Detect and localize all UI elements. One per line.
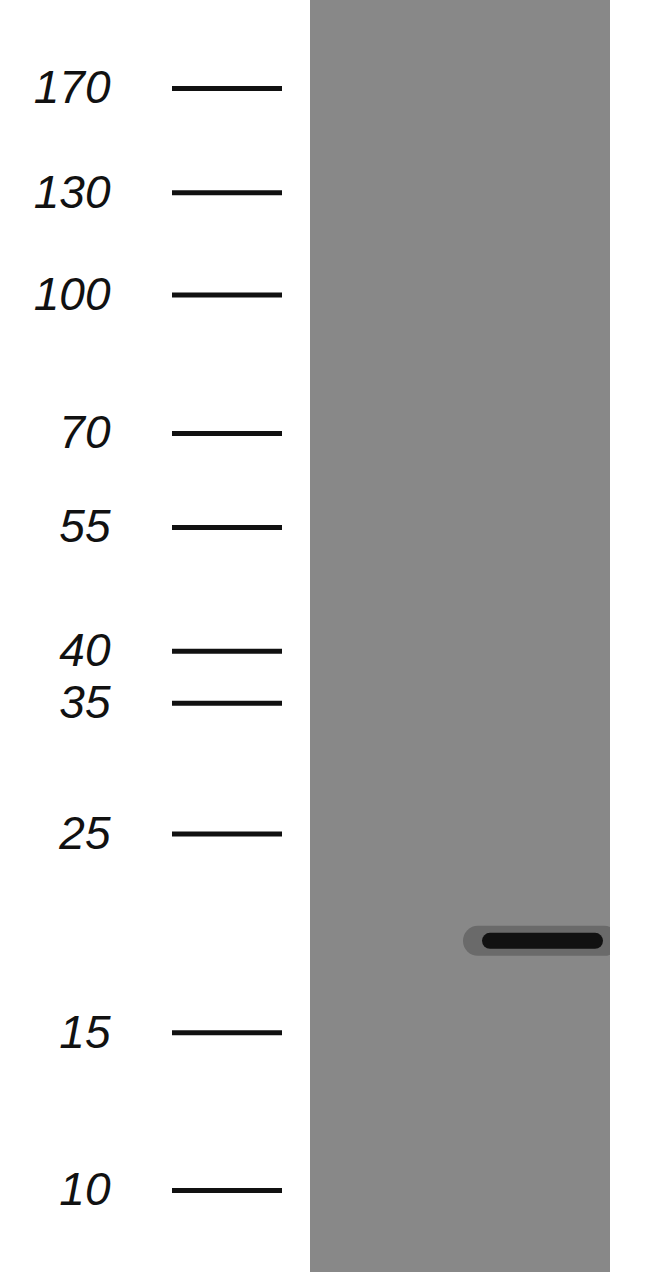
svg-text:40: 40 — [59, 624, 111, 676]
svg-text:130: 130 — [34, 166, 111, 218]
svg-text:15: 15 — [59, 1006, 111, 1058]
svg-text:55: 55 — [59, 500, 111, 552]
svg-text:100: 100 — [34, 268, 111, 320]
svg-text:25: 25 — [58, 807, 111, 859]
svg-text:170: 170 — [34, 61, 111, 113]
svg-text:10: 10 — [59, 1163, 111, 1215]
svg-text:35: 35 — [59, 676, 111, 728]
svg-text:70: 70 — [59, 406, 111, 458]
